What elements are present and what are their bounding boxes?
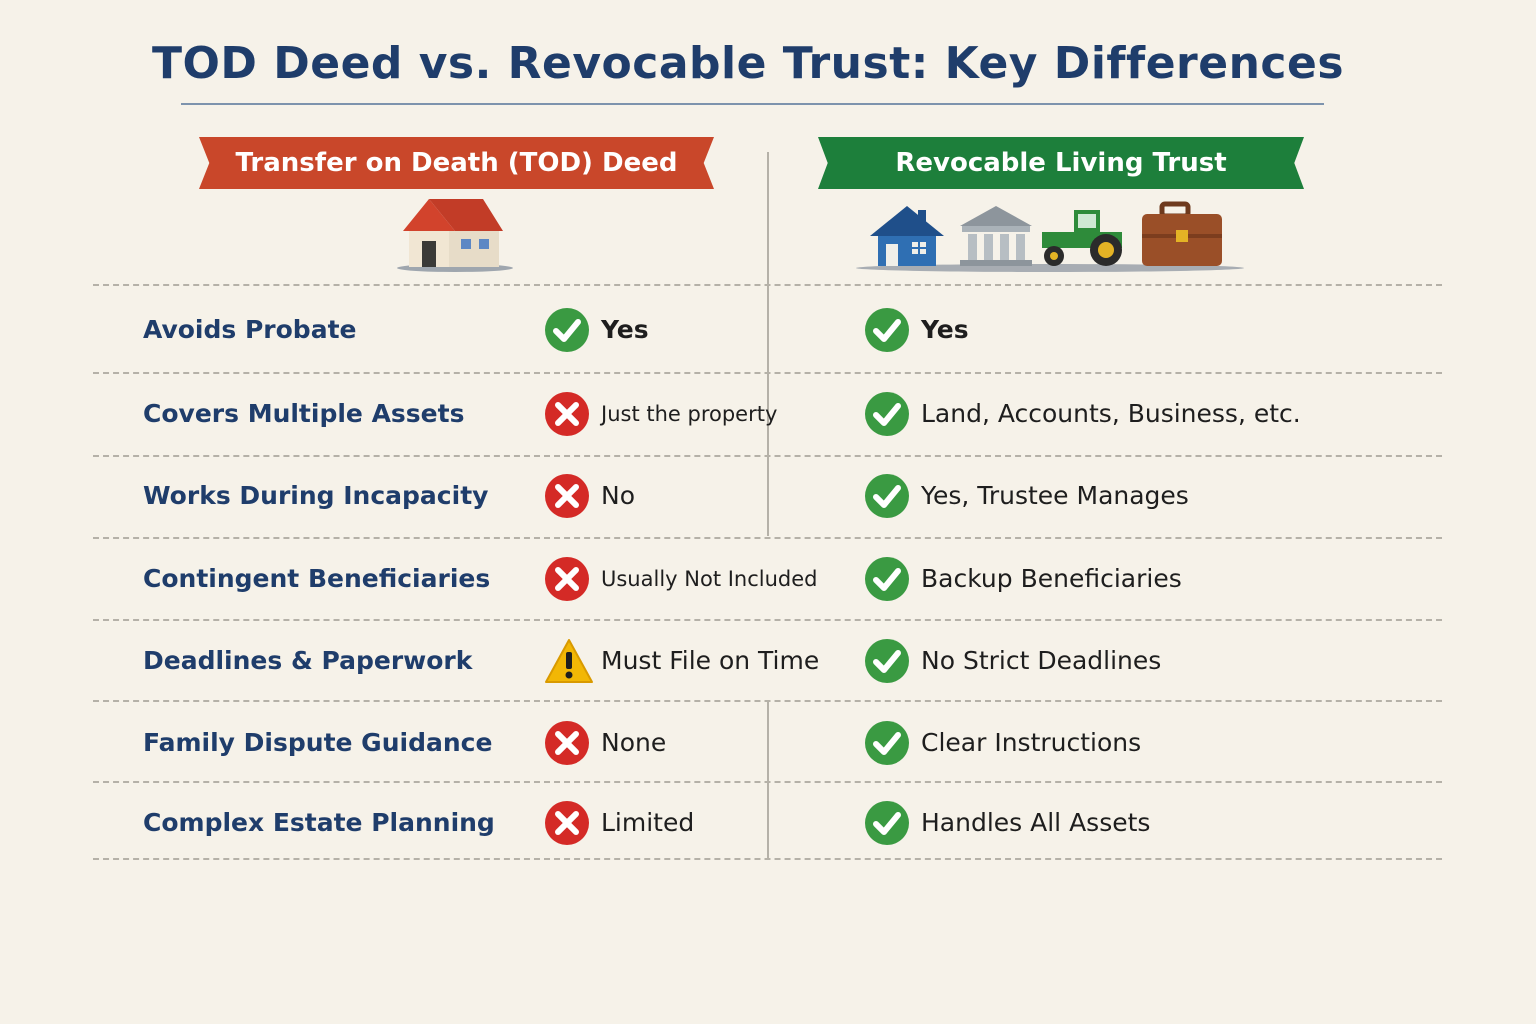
column-divider-lower [767,700,769,858]
tod-value: No [601,481,635,510]
comparison-row: Complex Estate Planning Limited Handles Al… [0,793,1536,853]
trust-value: Clear Instructions [921,728,1142,757]
bank-icon [960,206,1032,266]
cross-icon [544,800,590,846]
house-icon [397,199,513,272]
tod-deed-heading: Transfer on Death (TOD) Deed [235,148,678,178]
comparison-row: Contingent Beneficiaries Usually Not Incl… [0,549,1536,609]
comparison-row: Works During Incapacity No Yes, Trustee Ma… [0,466,1536,526]
comparison-row: Deadlines & Paperwork Must File on Time No… [0,631,1536,691]
row-divider [93,284,1442,286]
house-icon [870,206,944,266]
check-icon [864,638,910,684]
row-divider [93,455,1442,457]
check-icon [544,307,590,353]
tod-value: Usually Not Included [601,567,818,591]
tod-illustration [395,193,515,273]
tod-deed-banner: Transfer on Death (TOD) Deed [199,137,714,189]
trust-value: Yes, Trustee Manages [921,481,1189,510]
trust-value: Handles All Assets [921,808,1151,837]
trust-heading: Revocable Living Trust [895,148,1227,178]
column-divider-upper [767,152,769,536]
row-divider [93,619,1442,621]
row-label: Contingent Beneficiaries [143,564,491,593]
row-label: Works During Incapacity [143,481,489,510]
tod-value: Must File on Time [601,646,820,675]
row-label: Covers Multiple Assets [143,399,465,428]
check-icon [864,473,910,519]
check-icon [864,720,910,766]
tod-value: Limited [601,808,695,837]
cross-icon [544,391,590,437]
trust-banner: Revocable Living Trust [818,137,1304,189]
cross-icon [544,473,590,519]
warning-icon [544,638,593,684]
row-label: Family Dispute Guidance [143,728,493,757]
tod-value: Just the property [601,402,778,426]
row-divider [93,858,1442,860]
cross-icon [544,720,590,766]
row-label: Complex Estate Planning [143,808,495,837]
row-label: Deadlines & Paperwork [143,646,473,675]
check-icon [864,556,910,602]
comparison-row: Avoids Probate Yes Yes [0,300,1536,360]
title-divider [181,103,1324,105]
trust-illustration [856,200,1248,274]
trust-value: Yes [921,315,969,344]
check-icon [864,391,910,437]
trust-value: Backup Beneficiaries [921,564,1182,593]
row-divider [93,537,1442,539]
briefcase-icon [1142,201,1222,266]
check-icon [864,307,910,353]
row-label: Avoids Probate [143,315,357,344]
tod-value: None [601,728,667,757]
trust-value: Land, Accounts, Business, etc. [921,399,1301,428]
page-title: TOD Deed vs. Revocable Trust: Key Differ… [151,38,1345,89]
row-divider [93,700,1442,702]
tod-value: Yes [601,315,649,344]
row-divider [93,781,1442,783]
check-icon [864,800,910,846]
comparison-row: Family Dispute Guidance None Clear Instruc… [0,713,1536,773]
comparison-row: Covers Multiple Assets Just the property L… [0,384,1536,444]
tractor-icon [1042,210,1122,266]
row-divider [93,372,1442,374]
cross-icon [544,556,590,602]
trust-value: No Strict Deadlines [921,646,1162,675]
